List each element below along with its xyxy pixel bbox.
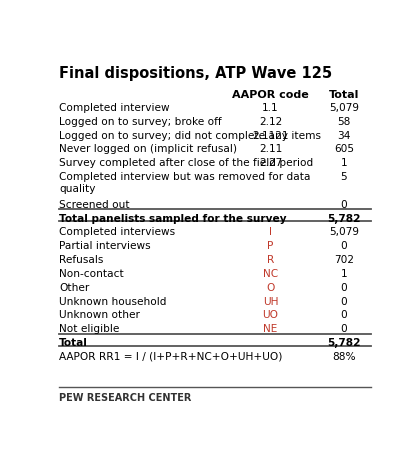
Text: Never logged on (implicit refusal): Never logged on (implicit refusal): [59, 144, 237, 154]
Text: 0: 0: [341, 241, 347, 251]
Text: Other: Other: [59, 283, 89, 293]
Text: 34: 34: [337, 131, 351, 141]
Text: 702: 702: [334, 255, 354, 265]
Text: 605: 605: [334, 144, 354, 154]
Text: 88%: 88%: [332, 352, 356, 362]
Text: Completed interview but was removed for data
quality: Completed interview but was removed for …: [59, 172, 310, 194]
Text: 5,079: 5,079: [329, 228, 359, 238]
Text: Refusals: Refusals: [59, 255, 103, 265]
Text: NE: NE: [263, 324, 278, 334]
Text: Not eligible: Not eligible: [59, 324, 119, 334]
Text: 1: 1: [341, 269, 347, 279]
Text: 1: 1: [341, 158, 347, 168]
Text: Logged on to survey; did not complete any items: Logged on to survey; did not complete an…: [59, 131, 321, 141]
Text: 2.11: 2.11: [259, 144, 282, 154]
Text: Completed interviews: Completed interviews: [59, 228, 175, 238]
Text: Screened out: Screened out: [59, 200, 130, 210]
Text: 0: 0: [341, 310, 347, 320]
Text: 58: 58: [337, 117, 351, 127]
Text: 5,079: 5,079: [329, 103, 359, 113]
Text: 2.1121: 2.1121: [252, 131, 289, 141]
Text: 2.27: 2.27: [259, 158, 282, 168]
Text: Survey completed after close of the field period: Survey completed after close of the fiel…: [59, 158, 313, 168]
Text: Total: Total: [59, 338, 88, 348]
Text: I: I: [269, 228, 272, 238]
Text: UO: UO: [262, 310, 278, 320]
Text: Logged on to survey; broke off: Logged on to survey; broke off: [59, 117, 222, 127]
Text: O: O: [266, 283, 275, 293]
Text: 2.12: 2.12: [259, 117, 282, 127]
Text: 5,782: 5,782: [327, 213, 361, 223]
Text: Final dispositions, ATP Wave 125: Final dispositions, ATP Wave 125: [59, 66, 332, 81]
Text: Total: Total: [328, 90, 359, 100]
Text: NC: NC: [263, 269, 278, 279]
Text: R: R: [267, 255, 274, 265]
Text: Unknown other: Unknown other: [59, 310, 140, 320]
Text: 0: 0: [341, 297, 347, 307]
Text: PEW RESEARCH CENTER: PEW RESEARCH CENTER: [59, 393, 192, 403]
Text: 0: 0: [341, 283, 347, 293]
Text: UH: UH: [263, 297, 278, 307]
Text: 1.1: 1.1: [262, 103, 279, 113]
Text: AAPOR RR1 = I / (I+P+R+NC+O+UH+UO): AAPOR RR1 = I / (I+P+R+NC+O+UH+UO): [59, 352, 282, 362]
Text: 0: 0: [341, 324, 347, 334]
Text: AAPOR code: AAPOR code: [232, 90, 309, 100]
Text: Completed interview: Completed interview: [59, 103, 170, 113]
Text: Total panelists sampled for the survey: Total panelists sampled for the survey: [59, 213, 286, 223]
Text: 0: 0: [341, 200, 347, 210]
Text: Non-contact: Non-contact: [59, 269, 124, 279]
Text: Unknown household: Unknown household: [59, 297, 166, 307]
Text: P: P: [268, 241, 274, 251]
Text: Partial interviews: Partial interviews: [59, 241, 151, 251]
Text: 5,782: 5,782: [327, 338, 361, 348]
Text: 5: 5: [341, 172, 347, 182]
